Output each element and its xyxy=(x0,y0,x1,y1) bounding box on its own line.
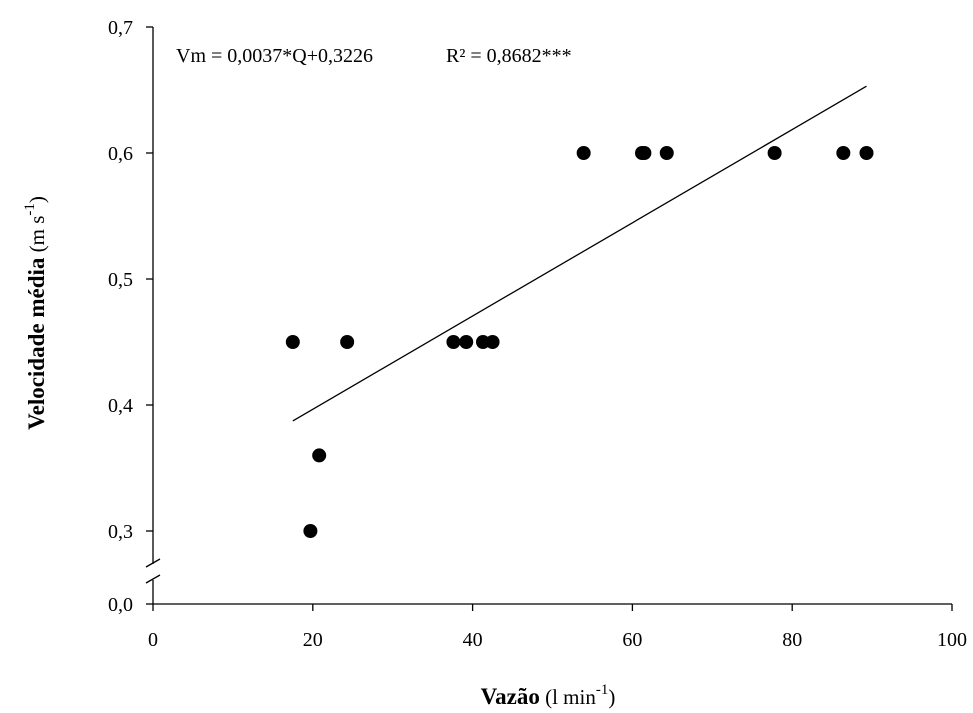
x-axis-unit-close: ) xyxy=(608,685,615,709)
y-tick-label: 0,6 xyxy=(108,143,133,165)
data-points xyxy=(285,146,874,538)
y-tick-label: 0,4 xyxy=(108,395,133,417)
y-axis-title-text: Velocidade média xyxy=(24,257,49,430)
data-point xyxy=(340,335,355,349)
data-point xyxy=(767,146,782,160)
data-point xyxy=(303,524,318,538)
y-tick-label: 0,7 xyxy=(108,17,133,39)
x-axis-unit-exponent: -1 xyxy=(596,682,609,698)
y-axis-unit: (m s xyxy=(25,216,49,258)
y-axis-title: Velocidade média (m s-1) xyxy=(22,196,49,430)
regression-line xyxy=(292,85,867,422)
regression-equation: Vm = 0,0037*Q+0,3226 xyxy=(176,45,373,67)
y-axis-unit-close: ) xyxy=(25,196,49,203)
break-slash-upper xyxy=(145,558,161,568)
r-squared-label: R² = 0,8682*** xyxy=(446,45,572,67)
trendline-group xyxy=(292,85,867,422)
data-point xyxy=(446,335,461,349)
data-point xyxy=(836,146,851,160)
data-point xyxy=(485,335,500,349)
x-tick-label: 0 xyxy=(148,629,158,651)
x-axis-unit: (l min xyxy=(540,685,596,709)
x-tick-label: 60 xyxy=(622,629,642,651)
x-axis-title-text: Vazão xyxy=(481,684,540,709)
y-tick-label: 0,5 xyxy=(108,269,133,291)
data-point xyxy=(576,146,591,160)
axis-break-mark xyxy=(145,558,161,584)
data-point xyxy=(659,146,674,160)
data-point xyxy=(459,335,474,349)
x-tick-label: 40 xyxy=(463,629,483,651)
x-tick-label: 80 xyxy=(782,629,802,651)
data-point xyxy=(285,335,300,349)
break-slash-lower xyxy=(145,574,161,584)
data-point xyxy=(475,335,490,349)
data-point xyxy=(312,448,327,463)
y-tick-label-zero: 0,0 xyxy=(108,594,133,616)
y-tick-label: 0,3 xyxy=(108,521,133,543)
x-tick-label: 20 xyxy=(303,629,323,651)
data-point xyxy=(859,146,874,160)
x-tick-label: 100 xyxy=(937,629,967,651)
data-point xyxy=(637,146,652,160)
x-ticks: 0 20 40 60 80 100 xyxy=(148,604,967,651)
y-axis-unit-exponent: -1 xyxy=(22,203,38,216)
x-axis-title: Vazão (l min-1) xyxy=(481,682,616,709)
axes xyxy=(145,27,952,605)
y-ticks: 0,3 0,4 0,5 0,6 0,7 0,0 xyxy=(108,17,153,616)
